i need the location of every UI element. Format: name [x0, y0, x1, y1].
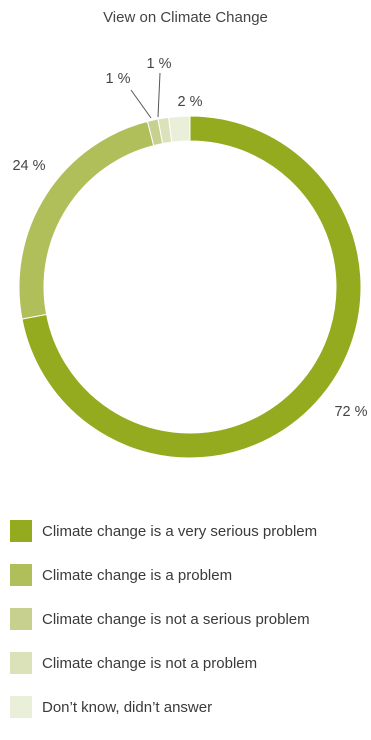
legend-item: Climate change is not a serious problem [10, 608, 370, 630]
label-leader-line [130, 89, 152, 119]
legend-label: Climate change is a very serious problem [42, 522, 318, 540]
legend-item: Climate change is not a problem [10, 652, 370, 674]
legend-label: Don’t know, didn’t answer [42, 698, 213, 716]
legend-item: Climate change is a problem [10, 564, 370, 586]
chart-legend: Climate change is a very serious problem… [10, 520, 370, 740]
donut-chart: 72 % 24 % 1 % 1 % 2 % [12, 56, 368, 459]
slice-value-label: 72 % [334, 404, 367, 420]
donut-slice [168, 115, 191, 143]
legend-swatch [10, 608, 32, 630]
legend-item: Climate change is a very serious problem [10, 520, 370, 542]
donut-slice [21, 115, 362, 459]
legend-item: Don’t know, didn’t answer [10, 696, 370, 718]
legend-label: Climate change is not a problem [42, 654, 258, 672]
slice-value-label: 24 % [12, 158, 45, 174]
legend-label: Climate change is not a serious problem [42, 610, 310, 628]
slice-value-label: 1 % [147, 56, 172, 72]
legend-swatch [10, 520, 32, 542]
label-leader-line [157, 72, 161, 118]
slice-value-label: 2 % [178, 94, 203, 110]
legend-swatch [10, 564, 32, 586]
chart-title: View on Climate Change [103, 9, 268, 26]
legend-swatch [10, 652, 32, 674]
legend-swatch [10, 696, 32, 718]
slice-value-label: 1 % [106, 71, 131, 87]
donut-slice [18, 120, 155, 320]
legend-label: Climate change is a problem [42, 566, 233, 584]
